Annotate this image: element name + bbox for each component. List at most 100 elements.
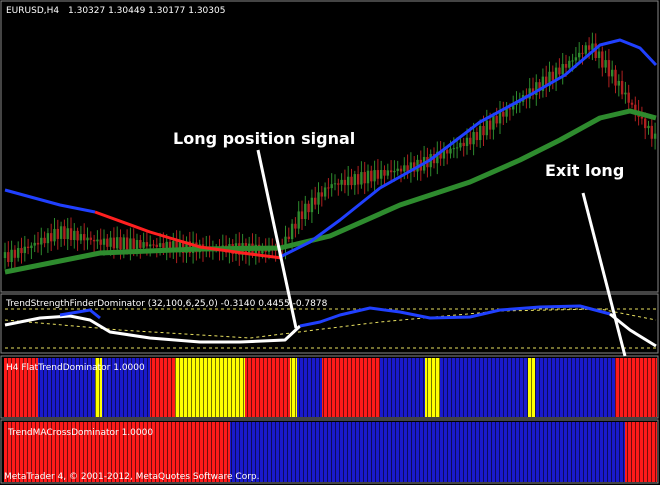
- candle-body: [393, 170, 396, 173]
- candle-body: [86, 237, 89, 241]
- bar-gap: [625, 422, 657, 482]
- candle-body: [69, 228, 73, 241]
- candle-body: [297, 211, 300, 229]
- candle-body: [558, 67, 561, 75]
- green-ma: [4, 108, 657, 275]
- candle-body: [337, 183, 340, 185]
- candle-body: [488, 120, 492, 130]
- candle-body: [73, 230, 76, 241]
- blue-ma: [281, 38, 658, 258]
- candle-body: [340, 179, 343, 185]
- candle-body: [561, 63, 564, 75]
- annotation: Long position signal: [173, 129, 355, 148]
- candle-body: [647, 125, 650, 129]
- bar-gap: [95, 358, 102, 417]
- candle-body: [383, 170, 386, 176]
- candle-body: [46, 233, 50, 244]
- candle-body: [347, 176, 350, 186]
- candle-body: [320, 192, 323, 197]
- candle-body: [611, 69, 614, 77]
- candle-body: [472, 132, 475, 145]
- candle-body: [314, 197, 317, 205]
- candle-body: [607, 60, 611, 77]
- candle-body: [284, 236, 287, 249]
- candle-body: [389, 170, 393, 173]
- candle-body: [333, 183, 337, 185]
- candle-body: [508, 108, 512, 110]
- candle-body: [455, 147, 459, 149]
- candle-body: [439, 151, 442, 159]
- candle-body: [175, 241, 178, 253]
- annotation: Exit long: [545, 161, 624, 180]
- indicator-label: H4 FlatTrendDominator 1.0000: [6, 363, 145, 373]
- bar-gap: [528, 358, 535, 417]
- symbol-label: EURUSD,H4: [6, 6, 59, 16]
- strength-line: [59, 308, 101, 320]
- candle-body: [482, 125, 485, 136]
- candle-body: [287, 236, 290, 240]
- candle-body: [30, 245, 33, 249]
- candle-body: [617, 80, 620, 86]
- candle-body: [142, 242, 145, 248]
- candle-body: [475, 132, 479, 141]
- candle-body: [449, 148, 452, 154]
- candle-body: [413, 162, 416, 172]
- candle-body: [442, 150, 446, 159]
- candle-body: [363, 172, 366, 184]
- candle-body: [178, 240, 182, 253]
- candle-body: [10, 249, 13, 263]
- candle-body: [112, 237, 116, 249]
- candle-body: [376, 170, 380, 179]
- bar-gap: [322, 358, 380, 417]
- candle-body: [343, 179, 347, 186]
- candle-body: [139, 240, 142, 248]
- candle-body: [627, 92, 630, 103]
- candle-body: [587, 45, 591, 50]
- candle-body: [294, 223, 297, 229]
- candle-body: [495, 115, 498, 124]
- candle-body: [545, 76, 548, 87]
- candle-body: [172, 241, 175, 252]
- candle-body: [330, 184, 333, 189]
- candle-body: [634, 104, 637, 111]
- candle-body: [26, 246, 30, 249]
- candle-body: [403, 165, 406, 172]
- candle-body: [535, 82, 538, 96]
- bar-gap: [615, 358, 657, 417]
- bar-gap: [380, 358, 425, 417]
- blue-ma: [4, 188, 96, 214]
- candle-body: [165, 241, 168, 250]
- candle-body: [604, 60, 607, 68]
- candle-body: [548, 71, 551, 87]
- bar-gap: [102, 358, 150, 417]
- bar-gap: [290, 358, 297, 417]
- candle-body: [350, 176, 353, 186]
- candle-body: [36, 242, 40, 245]
- candle-body: [152, 244, 155, 246]
- bar-gap: [150, 358, 175, 417]
- candle-body: [317, 192, 320, 205]
- candle-body: [106, 238, 109, 247]
- candle-body: [102, 238, 106, 245]
- candle-body: [459, 142, 462, 148]
- candle-body: [83, 234, 86, 241]
- footer: MetaTrader 4, © 2001-2012, MetaQuotes So…: [4, 472, 260, 482]
- indicator-label: TrendMACrossDominator 1.0000: [7, 428, 153, 438]
- candle-body: [132, 238, 135, 249]
- signal-level: [4, 308, 657, 339]
- candle-body: [155, 244, 158, 247]
- candle-body: [581, 52, 584, 54]
- candle-body: [79, 234, 83, 241]
- candle-body: [76, 230, 79, 241]
- indicator-label: TrendStrengthFinderDominator (32,100,6,2…: [5, 299, 328, 309]
- candle-body: [53, 228, 56, 242]
- candle-body: [380, 170, 383, 179]
- candle-body: [122, 237, 125, 250]
- candle-body: [99, 239, 102, 245]
- candle-body: [551, 71, 554, 81]
- candle-body: [469, 137, 472, 145]
- candle-body: [92, 239, 96, 242]
- candle-body: [644, 118, 647, 129]
- candle-body: [96, 239, 99, 242]
- bar-gap: [440, 358, 528, 417]
